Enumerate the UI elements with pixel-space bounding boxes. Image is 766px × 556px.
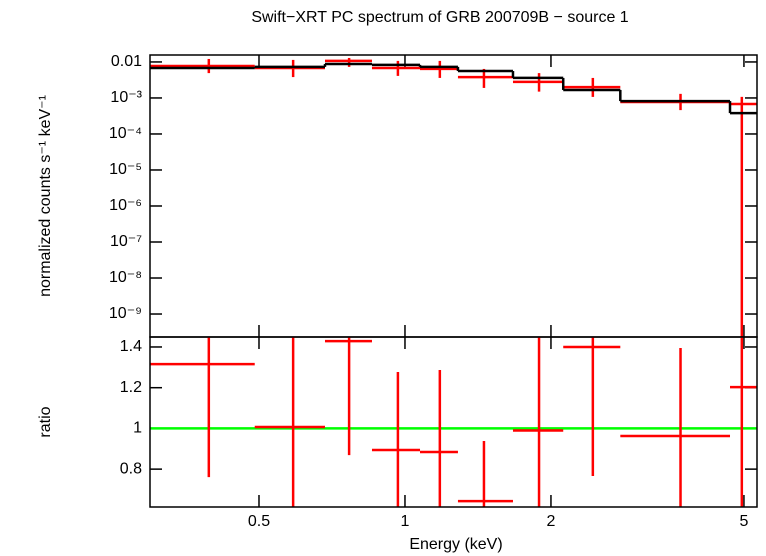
y-tick-label: 10⁻⁹ bbox=[109, 305, 142, 322]
y-tick-label: 1 bbox=[133, 420, 142, 437]
y-tick-label: 0.8 bbox=[120, 460, 142, 477]
y-axis-label: ratio bbox=[37, 406, 54, 437]
y-tick-label: 0.01 bbox=[111, 53, 142, 70]
y-tick-label: 10⁻⁶ bbox=[109, 197, 142, 214]
plot-frame bbox=[149, 54, 758, 338]
plot-frame bbox=[149, 336, 758, 508]
y-tick-label: 1.2 bbox=[120, 379, 142, 396]
x-axis-label: Energy (keV) bbox=[409, 536, 502, 553]
x-tick-label: 1 bbox=[401, 513, 410, 530]
y-axis-label: normalized counts s⁻¹ keV⁻¹ bbox=[37, 95, 54, 297]
y-tick-label: 1.4 bbox=[120, 338, 142, 355]
y-tick-label: 10⁻⁸ bbox=[109, 269, 142, 286]
y-tick-label: 10⁻⁷ bbox=[110, 233, 142, 250]
y-tick-label: 10⁻³ bbox=[110, 89, 142, 106]
chart-title: Swift−XRT PC spectrum of GRB 200709B − s… bbox=[251, 9, 628, 26]
y-tick-label: 10⁻⁴ bbox=[109, 125, 142, 142]
x-tick-label: 0.5 bbox=[248, 513, 270, 530]
y-tick-label: 10⁻⁵ bbox=[109, 161, 142, 178]
x-tick-label: 5 bbox=[739, 513, 748, 530]
x-tick-label: 2 bbox=[547, 513, 556, 530]
